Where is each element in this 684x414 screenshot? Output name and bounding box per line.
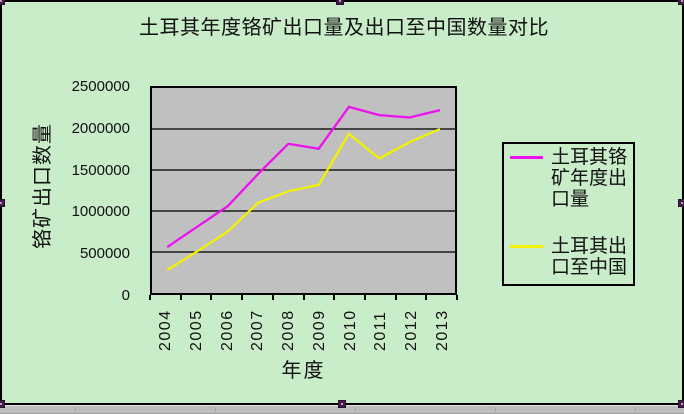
x-tick-mark	[333, 295, 336, 300]
y-tick-label: 2500000	[71, 78, 130, 95]
y-tick-label: 0	[121, 287, 130, 304]
legend-entry-1[interactable]: 土耳其铬 矿年度出 口量	[510, 147, 633, 210]
legend-label: 土耳其铬 矿年度出 口量	[551, 147, 628, 210]
selection-handle-top-left[interactable]	[0, 0, 5, 5]
y-tick-label: 1500000	[71, 161, 130, 179]
x-tick-mark	[241, 295, 244, 300]
chart-title: 土耳其年度铬矿出口量及出口至中国数量对比	[139, 17, 549, 39]
y-axis-title: 铬矿出口数量	[32, 123, 54, 249]
selection-handle-top-middle[interactable]	[336, 0, 344, 5]
series-line-2[interactable]	[166, 127, 441, 271]
x-axis-label: 2013	[433, 309, 451, 351]
x-tick-mark	[271, 295, 274, 300]
legend-line-sample	[510, 245, 543, 248]
y-tick-label: 2000000	[71, 119, 130, 137]
series-line-1[interactable]	[166, 105, 441, 249]
x-tick-mark	[210, 295, 213, 300]
chart-canvas[interactable]: 土耳其年度铬矿出口量及出口至中国数量对比 铬矿出口数量 2500000 20000…	[0, 0, 684, 405]
selection-handle-bottom-middle[interactable]	[338, 400, 346, 408]
legend-entry-2[interactable]: 土耳其出 口至中国	[510, 236, 633, 278]
x-axis-label: 2007	[249, 309, 267, 351]
x-tick-mark	[302, 295, 305, 300]
x-axis-title: 年度	[281, 360, 326, 382]
legend-line-sample	[510, 156, 543, 159]
x-axis-label: 2010	[341, 309, 359, 351]
x-axis-label: 2012	[402, 309, 420, 351]
selection-handle-right-middle[interactable]	[678, 199, 684, 207]
plot-area[interactable]	[150, 86, 457, 295]
x-axis-label: 2004	[157, 309, 175, 351]
x-axis-label: 2006	[218, 309, 236, 351]
selection-handle-top-right[interactable]	[678, 0, 684, 5]
x-axis-label: 2008	[280, 309, 298, 351]
plot-svg	[152, 105, 455, 271]
y-tick-label: 1000000	[71, 203, 130, 221]
x-axis-label: 2009	[310, 309, 328, 351]
legend[interactable]: 土耳其铬 矿年度出 口量土耳其出 口至中国	[502, 142, 635, 286]
selection-handle-bottom-right[interactable]	[678, 400, 684, 408]
x-tick-mark	[179, 295, 182, 300]
selection-handle-left-middle[interactable]	[0, 199, 5, 207]
x-axis-label: 2011	[372, 310, 390, 351]
y-tick-label: 500000	[79, 245, 130, 263]
selection-handle-bottom-left[interactable]	[0, 400, 5, 408]
x-tick-mark	[394, 295, 397, 300]
x-tick-mark	[425, 295, 428, 300]
x-tick-mark	[363, 295, 366, 300]
legend-label: 土耳其出 口至中国	[551, 236, 628, 278]
x-tick-mark	[149, 295, 151, 300]
x-axis-label: 2005	[188, 309, 206, 351]
x-tick-mark	[456, 295, 458, 300]
